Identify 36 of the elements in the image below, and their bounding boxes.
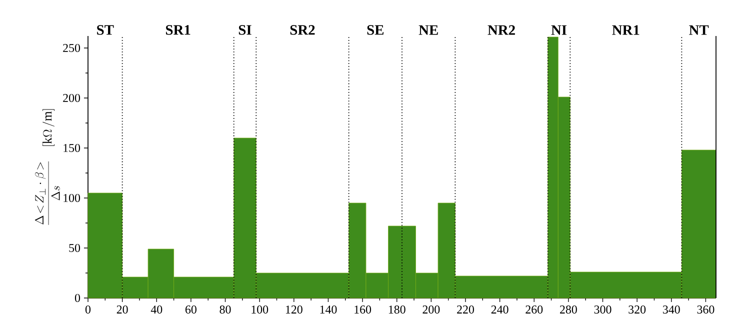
text: SR2 (290, 25, 315, 35)
text: NR1 (612, 25, 640, 35)
text: NR2 (488, 25, 515, 35)
x-tick-label: 120 (286, 306, 302, 314)
x-tick-label: 360 (697, 306, 714, 314)
text: ST (97, 25, 114, 35)
x-tick-label: 260 (526, 306, 543, 314)
text: SE (367, 25, 384, 35)
x-tick-label: 220 (457, 306, 474, 314)
x-tick-label: 200 (422, 306, 440, 314)
text: NE (418, 25, 438, 35)
x-tick-label: 0 (85, 306, 91, 314)
x-tick-label: 80 (220, 306, 231, 314)
x-tick-label: 40 (150, 306, 162, 314)
x-tick-label: 100 (252, 306, 268, 314)
x-tick-label: 160 (354, 306, 372, 314)
text: SI (238, 25, 252, 35)
y-tick-label: 0 (74, 294, 80, 302)
x-tick-label: 180 (388, 306, 406, 314)
x-tick-label: 20 (116, 306, 128, 314)
text: SR1 (166, 25, 190, 35)
text: NI (551, 25, 567, 35)
y-tick-label: 200 (63, 94, 80, 102)
y-tick-label: 50 (69, 244, 80, 252)
x-tick-label: 300 (594, 306, 612, 314)
x-tick-label: 140 (320, 306, 337, 314)
x-tick-label: 340 (663, 306, 680, 314)
y-tick-label: 250 (63, 44, 80, 52)
x-tick-label: 320 (628, 306, 646, 314)
x-tick-label: 60 (185, 306, 196, 314)
x-tick-label: 280 (560, 306, 577, 314)
y-axis-title: $\frac{\Delta\!<\!Z_{\perp}\cdot\beta\!>}{\Delta s}\quad[\mathrm{k}\Omega\,/\mathrm{m}]$ (34, 109, 60, 225)
text: NT (689, 25, 709, 35)
x-tick-label: 240 (491, 306, 508, 314)
y-tick-label: 150 (64, 144, 80, 152)
y-tick-label: 100 (64, 194, 80, 202)
